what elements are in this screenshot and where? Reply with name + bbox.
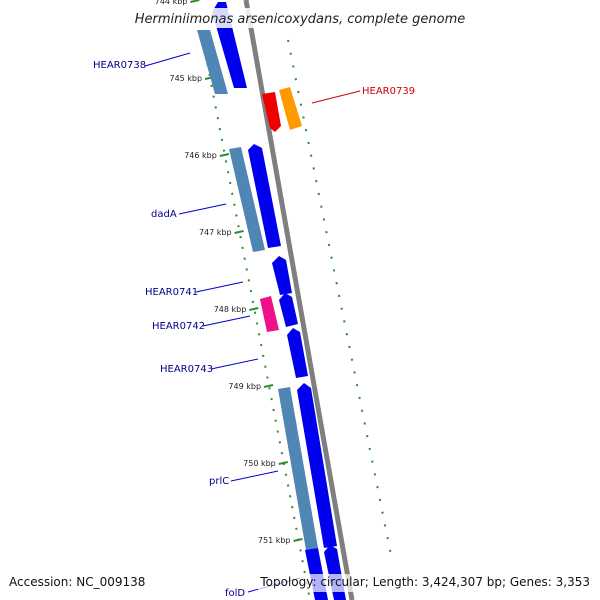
gene-label-fold[interactable]: folD — [225, 588, 245, 599]
kbp-tick-label: 749 kbp — [228, 382, 261, 391]
gene-hear0741[interactable] — [272, 256, 292, 295]
kbp-tick-label: 748 kbp — [214, 305, 247, 314]
kbp-ruler: 744 kbp 745 kbp 746 kbp 747 kbp 748 kbp 749 k… — [155, 0, 303, 545]
gene-label-hear0741[interactable]: HEAR0741 — [145, 287, 198, 298]
gene-label-prlc[interactable]: prlC — [209, 476, 229, 487]
gene-dada-cds[interactable] — [229, 147, 265, 252]
kbp-tick-mark — [293, 538, 303, 542]
kbp-tick-label: 747 kbp — [199, 228, 232, 237]
gene-features — [197, 2, 346, 600]
leader-hear0742 — [202, 315, 251, 327]
kbp-tick-mark — [219, 153, 230, 157]
accession-text: Accession: NC_009138 — [9, 575, 145, 589]
gene-dada-arrow[interactable] — [248, 144, 281, 248]
gene-label-dada[interactable]: dadA — [151, 209, 177, 220]
kbp-tick-mark — [234, 230, 244, 234]
title-backdrop — [120, 8, 480, 28]
gene-hear0742-arrow[interactable] — [279, 293, 298, 327]
gene-label-hear0739[interactable]: HEAR0739 — [362, 86, 415, 97]
page-title: Herminiimonas arsenicoxydans, complete g… — [135, 12, 465, 27]
leader-hear0741 — [195, 281, 244, 293]
genome-summary-text: Topology: circular; Length: 3,424,307 bp… — [259, 575, 590, 589]
gene-hear0739-orange[interactable] — [279, 87, 302, 130]
leader-dada — [178, 203, 227, 215]
kbp-tick-label: 750 kbp — [243, 459, 276, 468]
gene-label-hear0743[interactable]: HEAR0743 — [160, 364, 213, 375]
leader-hear0739 — [311, 90, 361, 104]
kbp-tick-label: 745 kbp — [169, 74, 202, 83]
kbp-tick-label: 746 kbp — [184, 151, 217, 160]
kbp-tick-label: 744 kbp — [155, 0, 188, 6]
gene-hear0738-cds[interactable] — [197, 30, 228, 94]
kbp-tick-mark — [190, 0, 200, 3]
gene-hear0739-red[interactable] — [262, 92, 281, 132]
gene-hear0742-pink[interactable] — [260, 296, 279, 332]
gene-labels: HEAR0738 HEAR0739 dadA HEAR0741 HEAR0742… — [93, 60, 415, 599]
gene-label-hear0742[interactable]: HEAR0742 — [152, 321, 205, 332]
gene-prlc-cds[interactable] — [278, 387, 318, 550]
leader-prlc — [230, 470, 279, 482]
summary-backdrop — [258, 574, 594, 592]
kbp-tick-label: 751 kbp — [258, 536, 291, 545]
kbp-tick-mark — [263, 384, 274, 388]
gene-prlc-arrow[interactable] — [297, 383, 337, 548]
kbp-tick-mark — [278, 461, 288, 465]
leader-hear0738 — [144, 52, 191, 67]
leader-hear0743 — [210, 358, 259, 370]
gene-hear0743[interactable] — [287, 328, 308, 378]
kbp-tick-mark — [249, 307, 259, 311]
gene-label-hear0738[interactable]: HEAR0738 — [93, 60, 146, 71]
